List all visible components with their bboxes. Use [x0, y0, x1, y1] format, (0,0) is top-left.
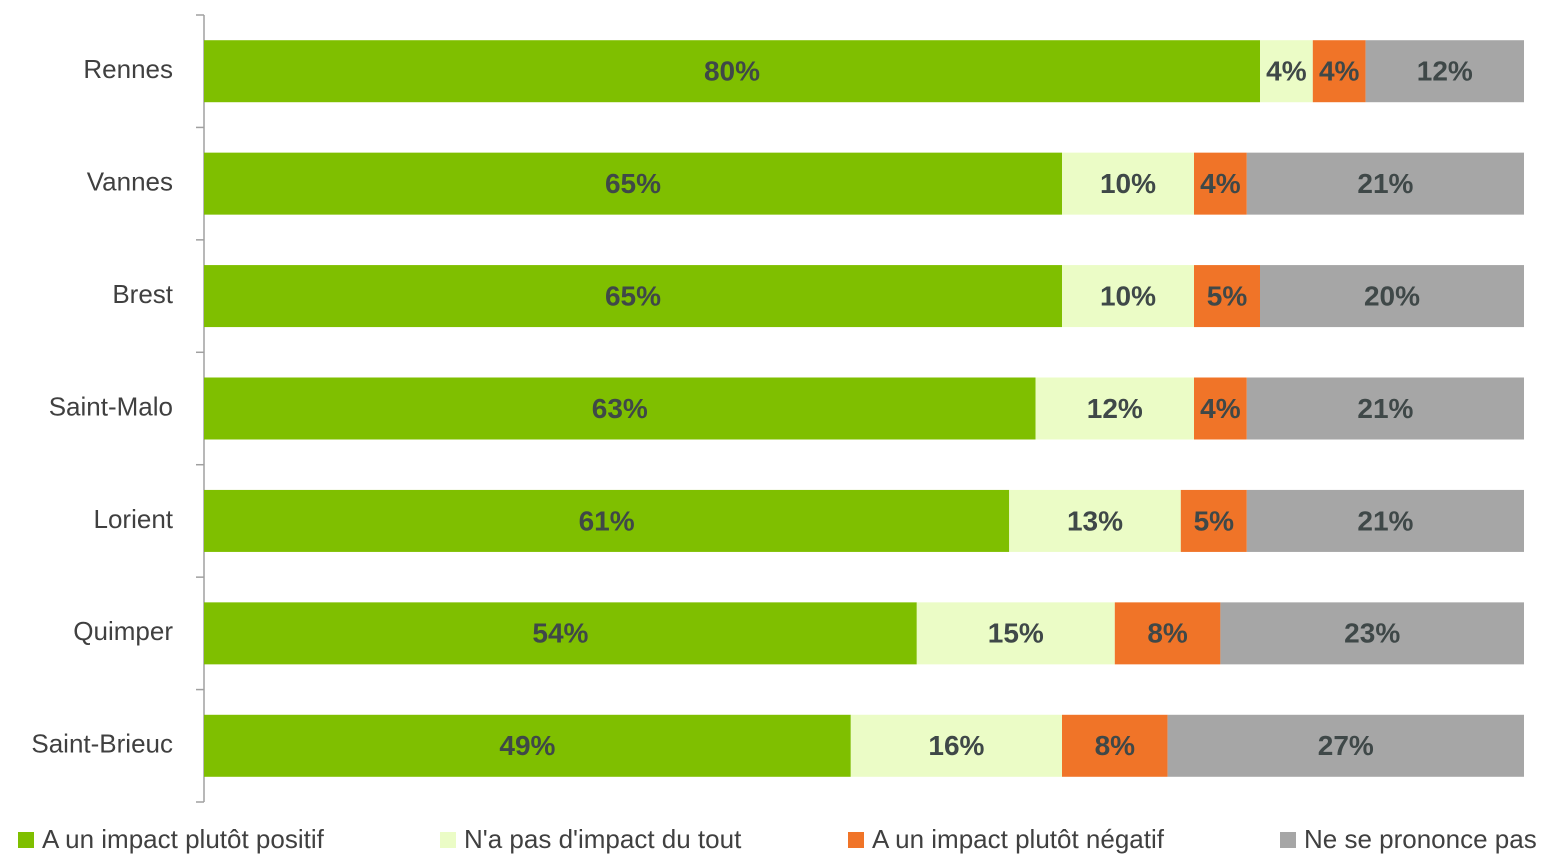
data-label: 4% [1200, 168, 1241, 199]
bar-segment [1365, 40, 1524, 103]
data-label: 12% [1087, 393, 1143, 424]
bar-segment [204, 152, 1062, 215]
data-label: 65% [605, 280, 661, 311]
data-label: 80% [704, 56, 760, 87]
category-label: Vannes [87, 167, 173, 197]
legend-swatch [18, 832, 34, 848]
bar-segment [1062, 714, 1168, 777]
bar-segment [1246, 377, 1524, 440]
category-label: Saint-Malo [49, 391, 173, 421]
data-label: 5% [1194, 505, 1235, 536]
legend-label: N'a pas d'impact du tout [464, 824, 742, 854]
legend-label: A un impact plutôt négatif [872, 824, 1165, 854]
bar-segment [1312, 40, 1366, 103]
data-label: 27% [1318, 730, 1374, 761]
data-label: 10% [1100, 168, 1156, 199]
data-label: 12% [1417, 56, 1473, 87]
legend-swatch [848, 832, 864, 848]
data-label: 21% [1357, 168, 1413, 199]
bar-segment [1180, 489, 1247, 552]
bar-segment [1260, 40, 1313, 103]
category-label: Brest [112, 279, 173, 309]
data-label: 8% [1095, 730, 1136, 761]
data-label: 13% [1067, 505, 1123, 536]
category-label: Saint-Brieuc [31, 729, 173, 759]
bar-segment [1194, 265, 1260, 328]
legend-label: Ne se prononce pas [1304, 824, 1537, 854]
data-label: 4% [1200, 393, 1241, 424]
data-label: 10% [1100, 280, 1156, 311]
data-label: 16% [928, 730, 984, 761]
bar-segment [1062, 152, 1194, 215]
data-label: 20% [1364, 280, 1420, 311]
bar-segment [916, 602, 1115, 665]
category-label: Rennes [83, 54, 173, 84]
bar-segment [1246, 152, 1524, 215]
data-label: 8% [1147, 618, 1188, 649]
bar-segment [204, 265, 1062, 328]
data-label: 61% [579, 505, 635, 536]
bar-segment [1167, 714, 1524, 777]
bar-segment [850, 714, 1062, 777]
bar-segment [1062, 265, 1194, 328]
bar-segment [1260, 265, 1524, 328]
bar-segment [1114, 602, 1221, 665]
data-label: 5% [1207, 280, 1248, 311]
bar-segment [1194, 377, 1247, 440]
data-label: 21% [1357, 393, 1413, 424]
legend-swatch [440, 832, 456, 848]
legend-label: A un impact plutôt positif [42, 824, 325, 854]
data-label: 65% [605, 168, 661, 199]
data-label: 21% [1357, 505, 1413, 536]
bar-segment [204, 377, 1036, 440]
data-label: 63% [592, 393, 648, 424]
data-label: 4% [1266, 56, 1307, 87]
bar-segment [1194, 152, 1247, 215]
category-label: Quimper [73, 616, 173, 646]
bar-segment [204, 489, 1010, 552]
data-label: 54% [532, 618, 588, 649]
data-label: 49% [499, 730, 555, 761]
bar-segment [204, 40, 1260, 103]
data-label: 15% [988, 618, 1044, 649]
bar-segment [1220, 602, 1524, 665]
bar-segment [204, 602, 917, 665]
data-label: 23% [1344, 618, 1400, 649]
legend-swatch [1280, 832, 1296, 848]
data-label: 4% [1319, 56, 1360, 87]
bar-segment [1035, 377, 1194, 440]
bar-segment [1009, 489, 1181, 552]
bar-segment [204, 714, 851, 777]
bar-segment [1246, 489, 1524, 552]
category-label: Lorient [94, 504, 174, 534]
